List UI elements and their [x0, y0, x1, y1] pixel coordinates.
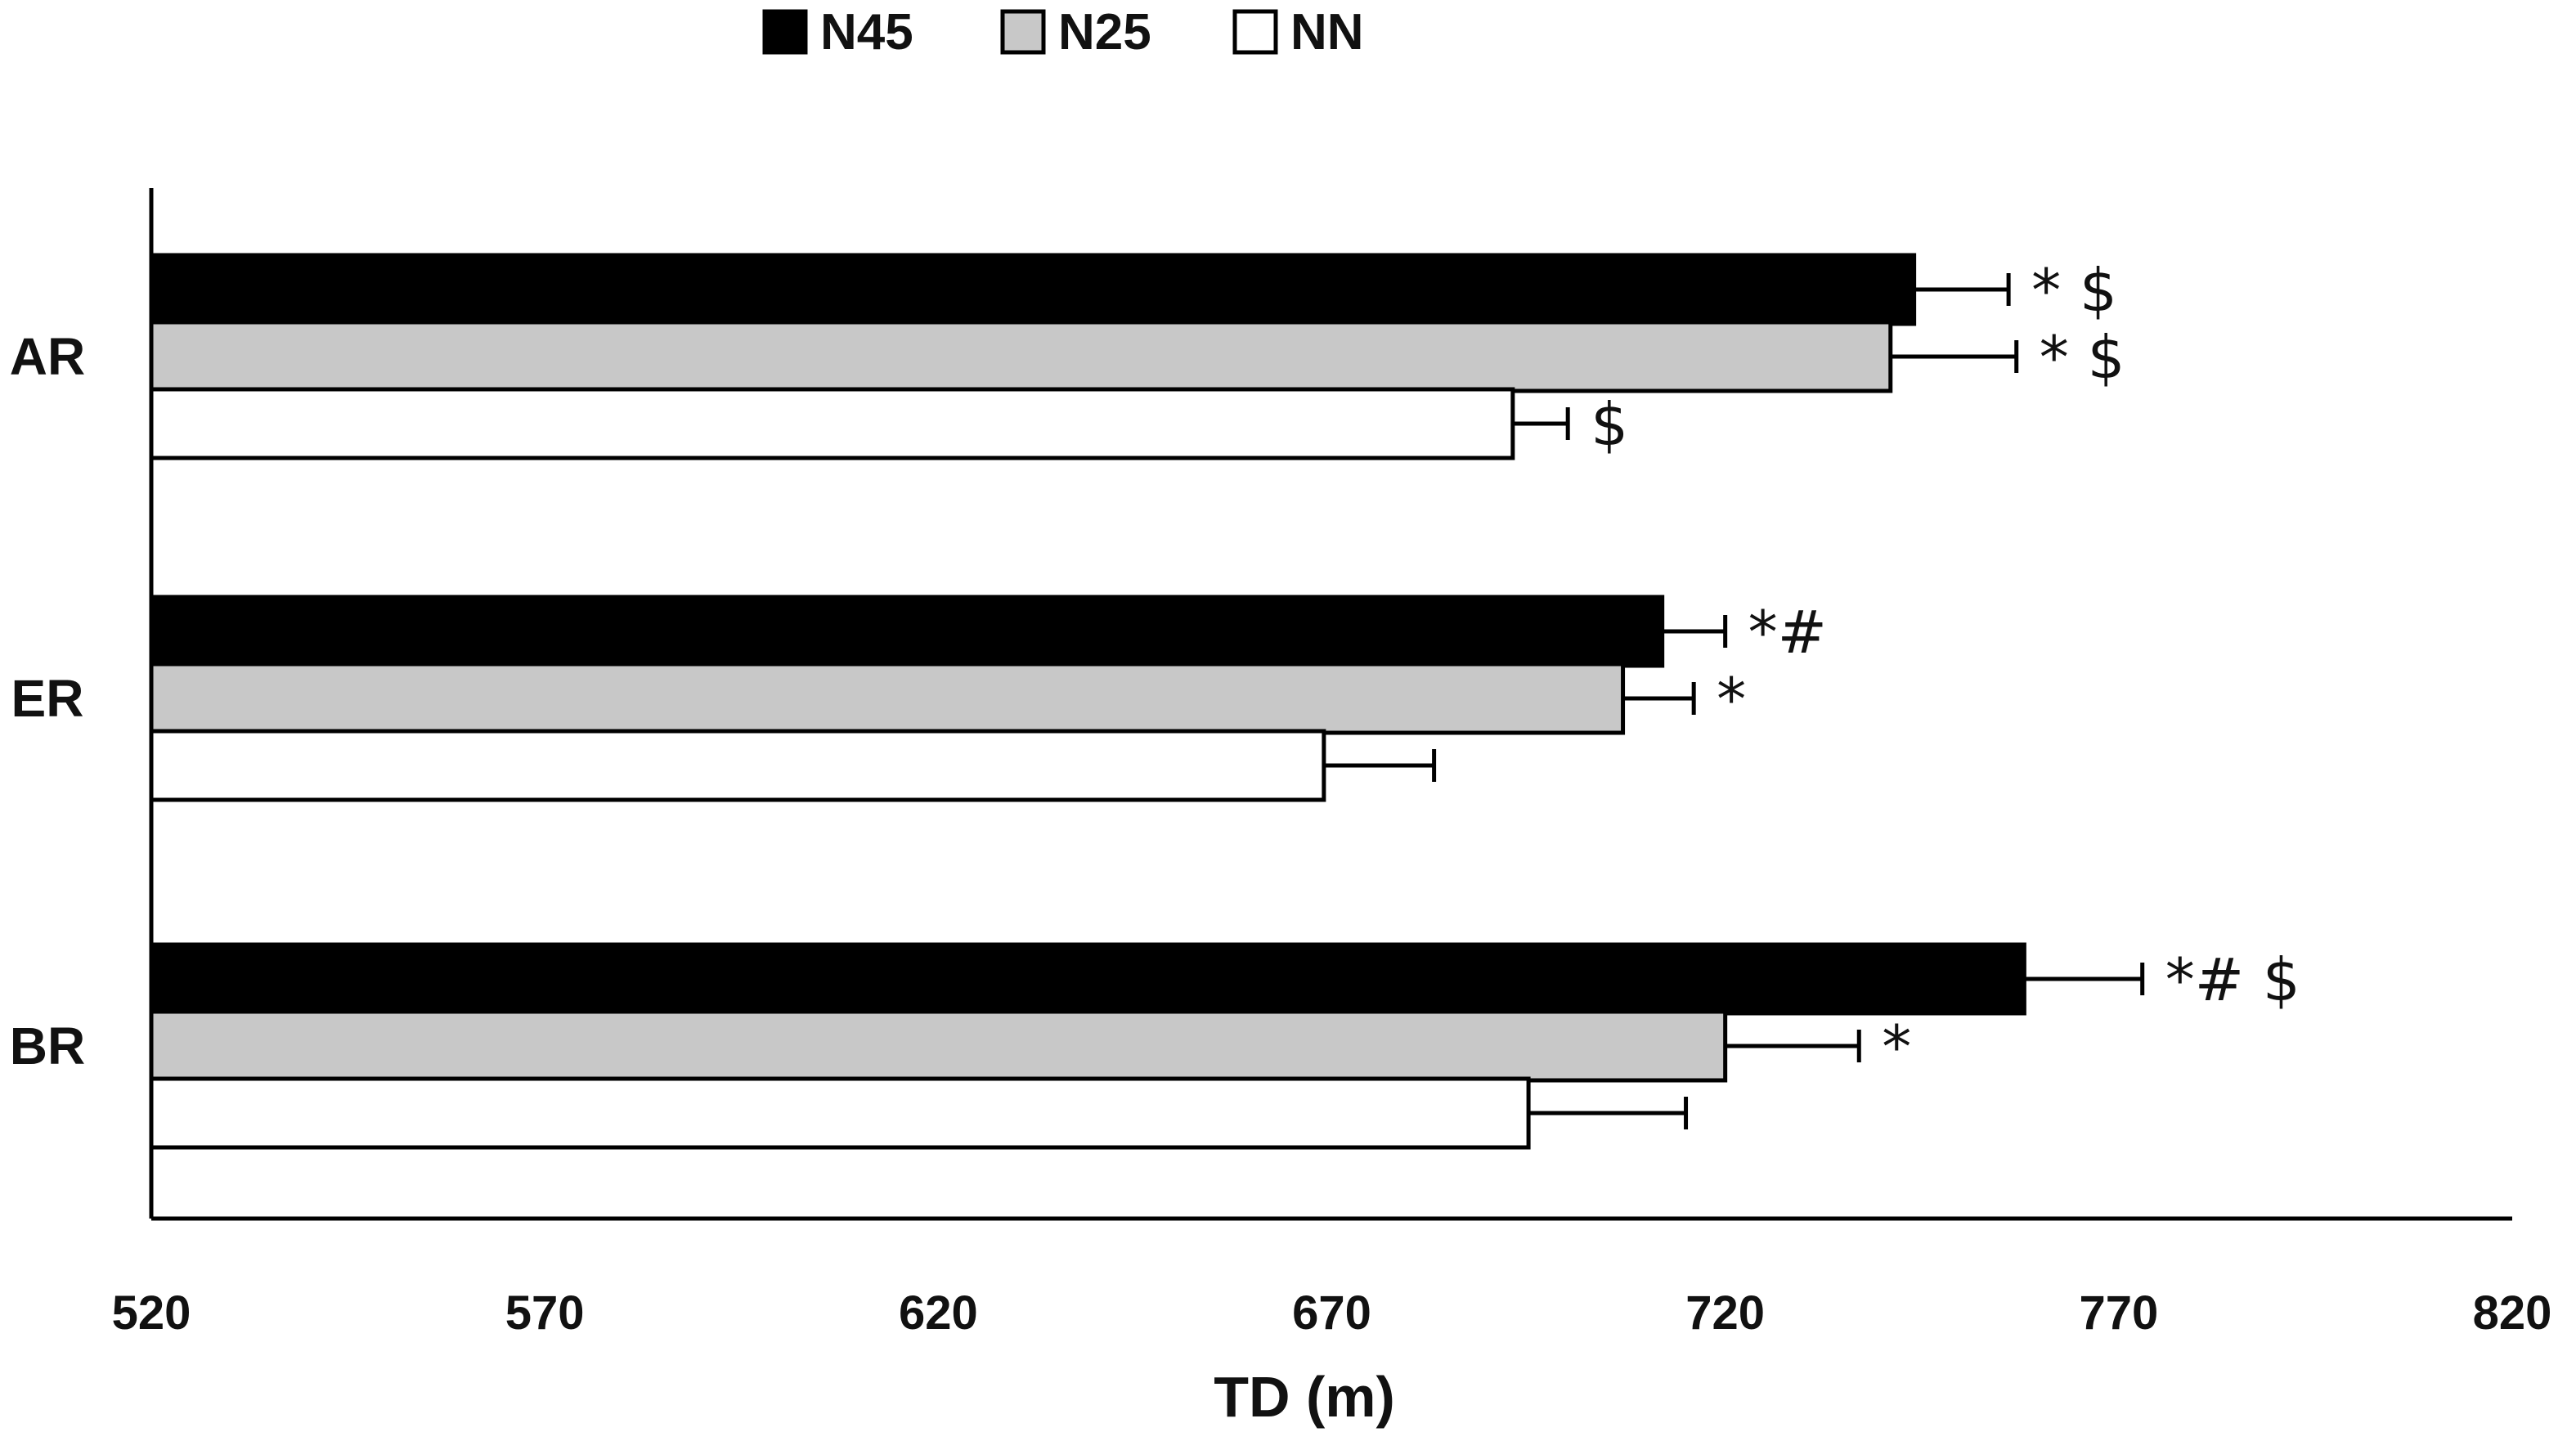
legend-label-n25: N25	[1058, 4, 1151, 61]
significance-label-n45-br: *# $	[2165, 945, 2300, 1014]
significance-label-n25-ar: * $	[2040, 323, 2125, 392]
x-tick-label-520: 520	[112, 1286, 191, 1340]
x-tick-label-820: 820	[2473, 1286, 2552, 1340]
x-tick-label-570: 570	[505, 1286, 585, 1340]
bar-n25-er	[149, 662, 1626, 735]
axes-group: AR ER BR 520 570 620 670 720 770 820	[10, 188, 2552, 1340]
bar-n45-ar	[149, 253, 1917, 326]
bar-n25-br	[149, 1009, 1728, 1083]
significance-label-n45-ar: * $	[2031, 256, 2117, 325]
bar-nn-er	[149, 729, 1326, 802]
bar-n45-er	[149, 595, 1665, 668]
category-label-ar: AR	[10, 327, 85, 386]
legend-label-n45: N45	[820, 4, 913, 61]
legend-swatch-n25	[1000, 9, 1046, 55]
legend-label-nn: NN	[1290, 4, 1364, 61]
x-tick-label-720: 720	[1685, 1286, 1765, 1340]
bar-n25-ar	[149, 320, 1893, 393]
significance-label-n25-br: *	[1882, 1012, 1911, 1081]
x-tick-label-670: 670	[1292, 1286, 1371, 1340]
x-tick-label-770: 770	[2079, 1286, 2158, 1340]
significance-label-n45-er: *#	[1748, 598, 1827, 667]
category-label-er: ER	[11, 669, 84, 728]
bar-nn-ar	[149, 387, 1515, 460]
legend: N45 N25 NN	[762, 4, 1364, 61]
category-label-br: BR	[10, 1017, 85, 1075]
significance-label-nn-ar: $	[1591, 390, 1628, 459]
x-tick-label-620: 620	[899, 1286, 978, 1340]
bar-nn-br	[149, 1076, 1531, 1150]
legend-swatch-nn	[1232, 9, 1278, 55]
significance-label-n25-er: *	[1717, 665, 1746, 734]
x-axis-title: TD (m)	[1214, 1365, 1395, 1429]
bar-n45-br	[149, 942, 2026, 1016]
bars-group: * $* $$*#**# $*	[149, 253, 2300, 1150]
legend-swatch-n45	[762, 9, 808, 55]
